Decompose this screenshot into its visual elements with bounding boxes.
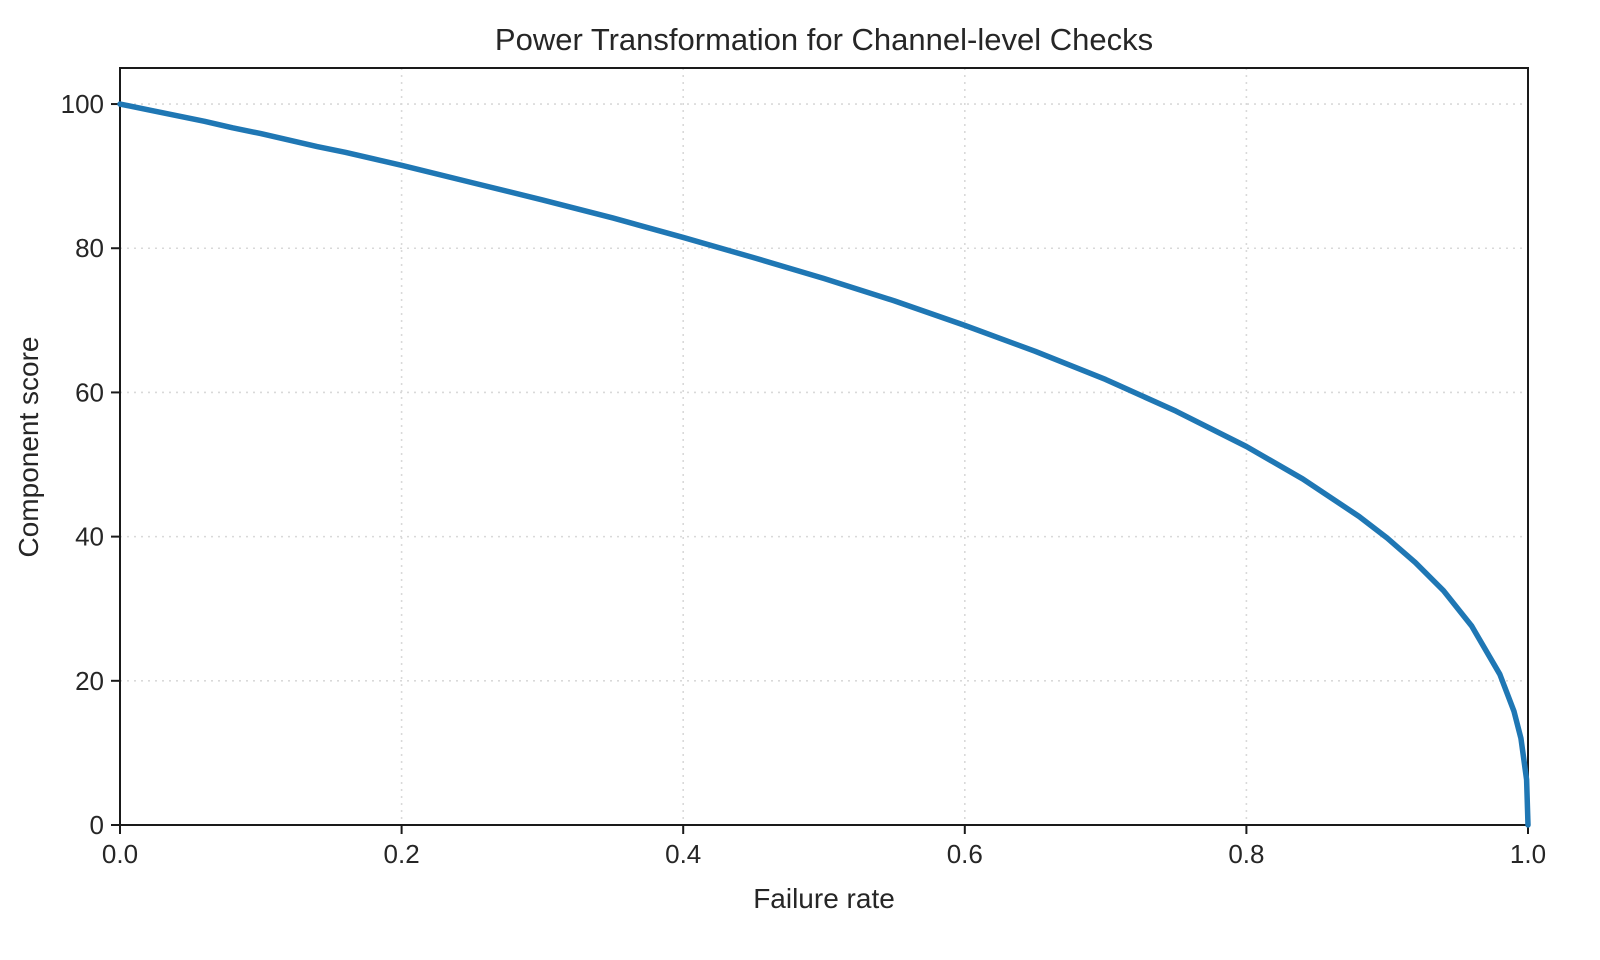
y-tick-label: 80 xyxy=(75,233,104,263)
y-tick-label: 20 xyxy=(75,666,104,696)
x-tick-label: 0.4 xyxy=(665,839,701,869)
x-axis-label: Failure rate xyxy=(753,883,895,914)
y-tick-label: 60 xyxy=(75,377,104,407)
chart-title: Power Transformation for Channel-level C… xyxy=(495,22,1153,57)
y-tick-label: 40 xyxy=(75,522,104,552)
y-axis-label: Component score xyxy=(13,336,44,557)
x-tick-label: 0.6 xyxy=(947,839,983,869)
x-tick-label: 1.0 xyxy=(1510,839,1546,869)
y-tick-label: 0 xyxy=(90,810,104,840)
x-tick-label: 0.0 xyxy=(102,839,138,869)
x-tick-label: 0.2 xyxy=(384,839,420,869)
series-line xyxy=(117,101,1531,828)
x-tick-label: 0.8 xyxy=(1228,839,1264,869)
plot-border xyxy=(119,67,1529,826)
y-tick-label: 100 xyxy=(61,89,104,119)
